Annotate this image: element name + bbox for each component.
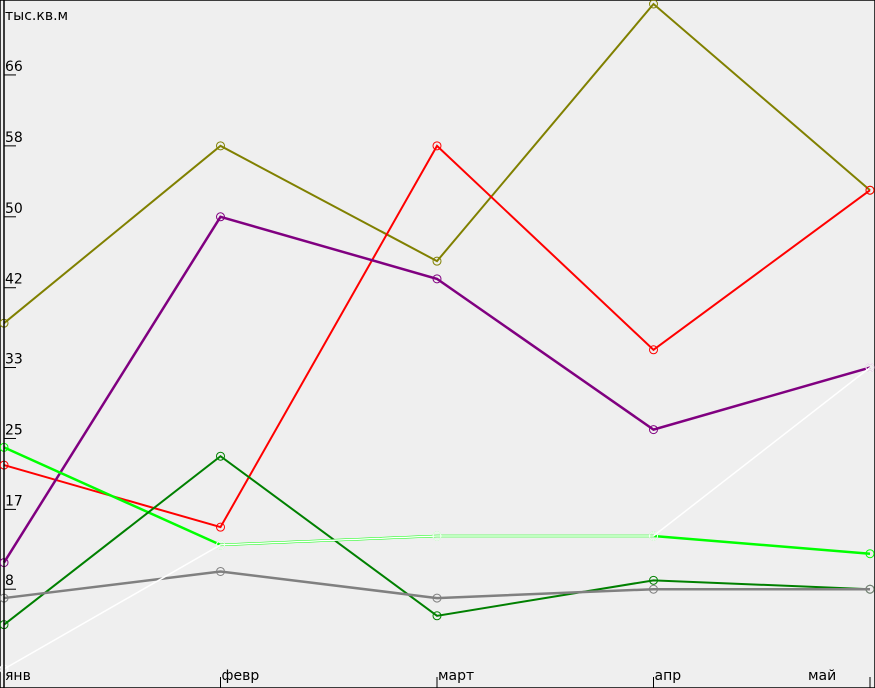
data-point [216, 540, 225, 550]
data-point [649, 425, 658, 435]
y-tick-label: 25 [5, 422, 23, 438]
data-point [649, 575, 658, 585]
x-tick-label: янв [5, 668, 31, 684]
y-tick-label: 33 [5, 352, 23, 368]
data-point [216, 522, 225, 532]
x-tick-label: май [808, 668, 836, 684]
x-tick-label: март [438, 668, 474, 684]
y-tick-label: 8 [5, 573, 14, 589]
y-tick-label: 50 [5, 201, 23, 217]
data-point [649, 584, 658, 594]
data-point [216, 141, 225, 151]
data-point [432, 274, 442, 284]
series-layer [0, 0, 875, 674]
y-axis-unit-label: тыс.кв.м [5, 8, 68, 24]
series-2 [0, 141, 875, 532]
x-tick-label: февр [222, 668, 260, 684]
data-point [432, 593, 442, 603]
data-point [865, 549, 875, 559]
series-line [3, 454, 871, 626]
data-point [865, 584, 875, 594]
y-axis: 8 17 25 33 42 50 58 66 [3, 0, 23, 688]
series-line [3, 366, 871, 670]
y-tick-label: 42 [5, 272, 23, 288]
data-point [865, 363, 875, 373]
data-point [432, 531, 442, 541]
data-point [216, 451, 225, 461]
data-point [216, 212, 225, 222]
data-point [649, 0, 658, 9]
data-point [649, 345, 658, 355]
data-point [432, 256, 442, 266]
series-line [3, 2, 871, 324]
y-tick-label: 58 [5, 130, 23, 146]
data-point [432, 611, 442, 621]
y-tick-label: 17 [5, 493, 23, 509]
data-point [216, 566, 225, 576]
x-axis: янв февр март апр май [3, 668, 871, 688]
data-point [865, 185, 875, 195]
series-line [3, 570, 870, 600]
data-point [432, 141, 442, 151]
series-7 [0, 363, 875, 674]
x-tick-label: апр [655, 668, 682, 684]
series-line [3, 144, 871, 529]
y-tick-label: 66 [5, 59, 23, 75]
series-line [2, 215, 871, 564]
data-point [649, 531, 658, 541]
